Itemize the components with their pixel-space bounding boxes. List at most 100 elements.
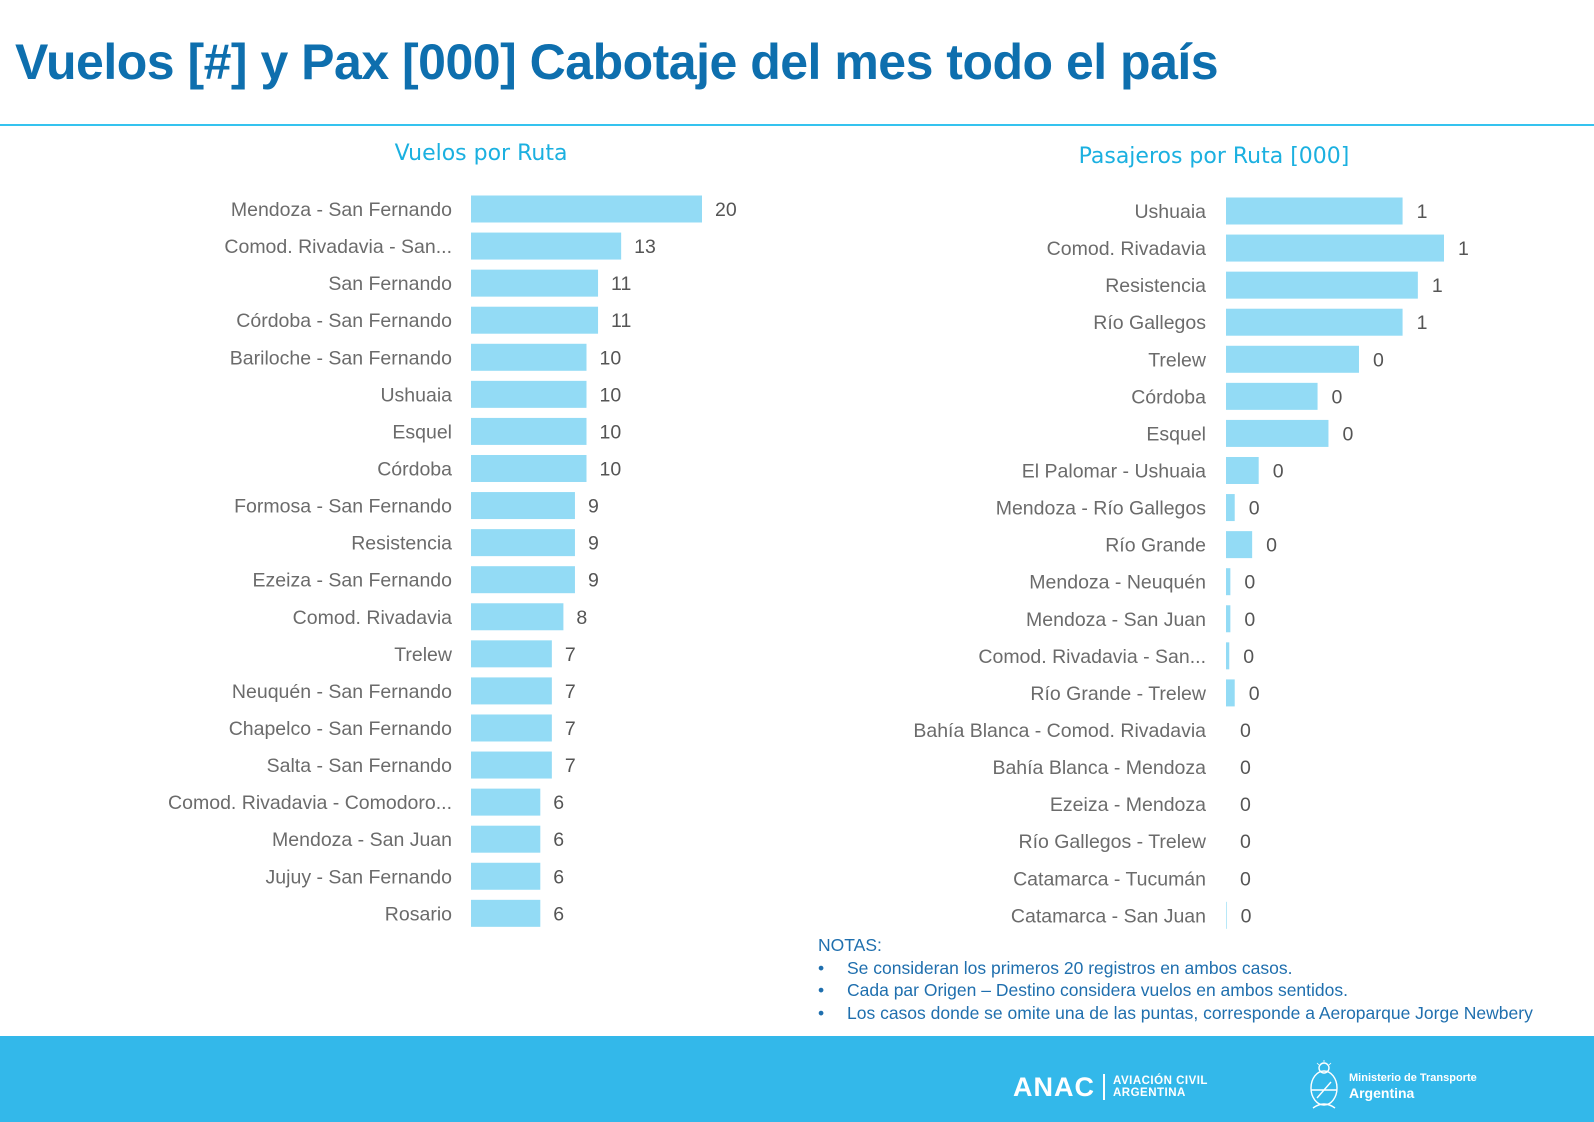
anac-subtitle-line2: ARGENTINA xyxy=(1113,1087,1186,1099)
data-label: 7 xyxy=(565,718,576,740)
category-label: Córdoba xyxy=(1131,386,1206,408)
data-label: 1 xyxy=(1417,312,1428,334)
data-label: 7 xyxy=(565,755,576,777)
bar xyxy=(471,566,575,594)
bar xyxy=(471,195,702,223)
data-label: 0 xyxy=(1244,572,1255,594)
title-divider xyxy=(0,124,1594,126)
bar xyxy=(1226,901,1227,929)
data-label: 7 xyxy=(565,644,576,666)
bar xyxy=(471,862,541,890)
bar xyxy=(1226,605,1231,633)
logo-divider xyxy=(1103,1074,1105,1100)
category-label: Río Grande xyxy=(1105,535,1206,557)
bar xyxy=(1226,271,1418,299)
category-label: Chapelco - San Fernando xyxy=(229,718,452,740)
bar xyxy=(1226,531,1253,559)
data-label: 0 xyxy=(1244,609,1255,631)
bar xyxy=(471,269,599,297)
bar xyxy=(471,788,541,816)
bar xyxy=(471,640,552,668)
data-label: 11 xyxy=(611,273,631,295)
category-label: Ezeiza - San Fernando xyxy=(253,570,453,592)
chart-title: Vuelos por Ruta xyxy=(395,141,568,166)
data-label: 0 xyxy=(1240,794,1251,816)
bar xyxy=(1226,345,1359,373)
bar xyxy=(1226,419,1329,447)
footer-bar xyxy=(0,1036,1594,1122)
category-label: Resistencia xyxy=(351,533,452,555)
category-label: Comod. Rivadavia xyxy=(1047,238,1206,260)
category-label: Río Gallegos - Trelew xyxy=(1019,831,1207,853)
pasajeros-chart-panel: Pasajeros por Ruta [000] Ushuaia 1 Comod. R… xyxy=(800,130,1594,930)
bar xyxy=(471,306,599,334)
data-label: 0 xyxy=(1243,646,1254,668)
bullet-icon: • xyxy=(818,1002,825,1023)
bar xyxy=(1226,456,1259,484)
data-label: 0 xyxy=(1240,868,1251,890)
bar xyxy=(471,492,575,520)
category-label: Trelew xyxy=(1148,349,1207,371)
data-label: 0 xyxy=(1240,720,1251,742)
category-label: Jujuy - San Fernando xyxy=(266,866,453,888)
category-label: Bariloche - San Fernando xyxy=(230,347,452,369)
category-label: Mendoza - San Fernando xyxy=(231,199,452,221)
category-label: Mendoza - San Juan xyxy=(272,829,452,851)
anac-wordmark: ANAC xyxy=(1013,1072,1095,1102)
category-label: Bahía Blanca - Comod. Rivadavia xyxy=(913,720,1206,742)
category-label: Esquel xyxy=(1146,423,1206,445)
anac-logo: ANAC AVIACIÓN CIVIL ARGENTINA xyxy=(1013,1072,1208,1102)
category-label: Río Gallegos xyxy=(1093,312,1206,334)
bar xyxy=(471,380,587,408)
category-label: Rosario xyxy=(385,903,452,925)
category-label: Río Grande - Trelew xyxy=(1030,683,1206,705)
data-label: 0 xyxy=(1240,831,1251,853)
category-label: Catamarca - Tucumán xyxy=(1013,868,1206,890)
vuelos-chart-panel: Vuelos por Ruta Mendoza - San Fernando 20 C… xyxy=(0,130,800,930)
category-label: Comod. Rivadavia - San... xyxy=(978,646,1206,668)
category-label: Trelew xyxy=(394,644,453,666)
notes-section: NOTAS: • Se consideran los primeros 20 re… xyxy=(818,934,1533,1024)
bar xyxy=(471,677,552,705)
data-label: 9 xyxy=(588,570,599,592)
data-label: 0 xyxy=(1249,498,1260,520)
note-item: • Cada par Origen – Destino considera vue… xyxy=(818,979,1533,1002)
category-label: Mendoza - Río Gallegos xyxy=(996,498,1207,520)
category-label: Comod. Rivadavia - San... xyxy=(224,236,452,258)
bar xyxy=(471,751,552,779)
bullet-icon: • xyxy=(818,957,825,978)
ministerio-line2: Argentina xyxy=(1349,1085,1415,1101)
category-label: Bahía Blanca - Mendoza xyxy=(992,757,1206,779)
notes-heading: NOTAS: xyxy=(818,935,882,955)
data-label: 1 xyxy=(1432,275,1443,297)
data-label: 0 xyxy=(1273,460,1284,482)
data-label: 10 xyxy=(600,347,622,369)
data-label: 0 xyxy=(1373,349,1384,371)
note-item: • Se consideran los primeros 20 registros… xyxy=(818,957,1533,980)
category-label: Resistencia xyxy=(1105,275,1206,297)
bar xyxy=(471,529,575,557)
ministerio-logo: Ministerio de Transporte Argentina xyxy=(1307,1060,1477,1112)
category-label: Neuquén - San Fernando xyxy=(232,681,452,703)
data-label: 8 xyxy=(576,607,587,629)
category-label: Ezeiza - Mendoza xyxy=(1050,794,1206,816)
category-label: Ushuaia xyxy=(1134,201,1206,223)
bar xyxy=(1226,234,1444,262)
data-label: 10 xyxy=(600,384,622,406)
data-label: 6 xyxy=(553,829,564,851)
bar xyxy=(471,454,587,482)
category-label: Esquel xyxy=(392,421,452,443)
bar xyxy=(471,899,541,927)
ministerio-line1: Ministerio de Transporte xyxy=(1349,1072,1477,1084)
category-label: Comod. Rivadavia xyxy=(293,607,452,629)
data-label: 0 xyxy=(1241,905,1252,927)
category-label: Catamarca - San Juan xyxy=(1011,905,1206,927)
category-label: Comod. Rivadavia - Comodoro... xyxy=(168,792,452,814)
data-label: 6 xyxy=(553,866,564,888)
data-label: 20 xyxy=(715,199,737,221)
note-text: Los casos donde se omite una de las punt… xyxy=(847,1002,1533,1023)
data-label: 9 xyxy=(588,533,599,555)
bar xyxy=(471,603,564,631)
bar xyxy=(1226,494,1235,522)
note-text: Se consideran los primeros 20 registros … xyxy=(847,957,1293,978)
